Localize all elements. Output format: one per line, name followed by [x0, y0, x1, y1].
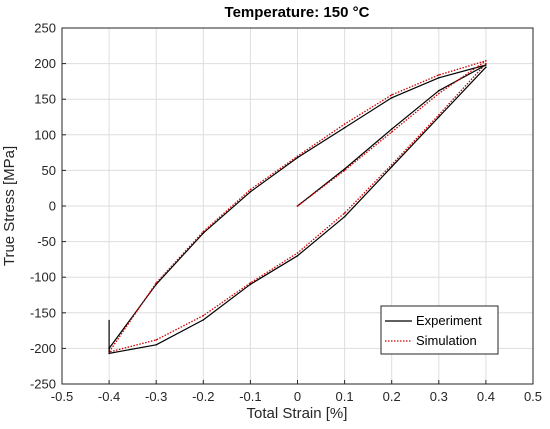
simulation-data-point	[438, 92, 440, 95]
simulation-data-point	[343, 169, 346, 172]
experiment-data-point	[438, 89, 440, 92]
experiment-data-point	[438, 116, 440, 118]
legend-simulation-label: Simulation	[416, 333, 477, 348]
simulation-data-point	[155, 282, 157, 284]
experiment-data-point	[249, 191, 252, 193]
simulation-data-point	[296, 205, 299, 207]
simulation-data-point	[343, 123, 346, 125]
x-tick-label: -0.4	[98, 389, 120, 404]
y-tick-label: 250	[34, 21, 56, 36]
x-tick-label: 0.4	[477, 389, 495, 404]
y-axis-label: True Stress [MPa]	[1, 146, 18, 266]
y-tick-label: 0	[49, 199, 56, 214]
legend-box	[380, 305, 499, 355]
x-tick-label: -0.1	[239, 389, 261, 404]
experiment-data-point	[485, 66, 487, 68]
experiment-data-point	[438, 77, 440, 79]
experiment-series-line	[108, 64, 487, 354]
experiment-data-point	[390, 128, 393, 130]
y-tick-label: -250	[30, 377, 56, 392]
simulation-data-point	[390, 131, 393, 133]
simulation-data-point	[390, 94, 393, 96]
y-tick-label: 200	[34, 56, 56, 71]
experiment-data-point	[202, 232, 205, 234]
experiment-data-point	[296, 255, 299, 257]
simulation-data-point	[343, 212, 346, 214]
y-axis-ticks: -250 -200 -150 -100 -50 0 50 100 150 200 250	[30, 21, 66, 392]
simulation-data-point	[390, 163, 393, 166]
experiment-data-point	[343, 168, 346, 170]
simulation-data-point	[296, 252, 299, 254]
experiment-data-point	[155, 344, 157, 346]
y-tick-label: 50	[42, 163, 56, 178]
simulation-data-point	[296, 155, 299, 157]
x-tick-label: 0.3	[430, 389, 448, 404]
y-tick-label: 150	[34, 92, 56, 107]
simulation-data-point	[202, 314, 205, 317]
x-tick-label: -0.5	[51, 389, 73, 404]
experiment-data-point	[390, 166, 393, 168]
simulation-data-point	[249, 188, 252, 191]
x-tick-label: 0	[294, 389, 301, 404]
simulation-data-point	[202, 230, 205, 233]
simulation-data-point	[485, 60, 487, 62]
y-tick-label: 100	[34, 127, 56, 142]
y-tick-label: -50	[37, 234, 56, 249]
experiment-data-point	[202, 319, 205, 321]
x-axis-label: Total Strain [%]	[247, 405, 348, 422]
simulation-data-point	[485, 62, 487, 65]
experiment-data-point	[343, 215, 346, 218]
x-tick-label: 0.1	[336, 389, 354, 404]
simulation-data-point	[438, 74, 440, 76]
experiment-data-point	[390, 97, 393, 99]
simulation-data-point	[438, 114, 440, 116]
legend-experiment-label: Experiment	[416, 313, 482, 328]
y-tick-label: -200	[30, 341, 56, 356]
x-tick-label: -0.3	[145, 389, 167, 404]
legend: Experiment Simulation	[380, 305, 499, 355]
x-tick-label: 0.5	[524, 389, 542, 404]
experiment-data-point	[296, 156, 299, 159]
simulation-data-point	[249, 282, 252, 284]
y-tick-label: -100	[30, 270, 56, 285]
y-tick-label: -150	[30, 305, 56, 320]
experiment-data-point	[343, 126, 346, 129]
x-tick-label: 0.2	[383, 389, 401, 404]
simulation-data-point	[155, 339, 157, 341]
x-tick-label: -0.2	[192, 389, 214, 404]
x-axis-ticks: -0.5 -0.4 -0.3 -0.2 -0.1 0 0.1 0.2 0.3 0.4 0.5	[51, 380, 542, 404]
chart-title: Temperature: 150 °C	[225, 4, 370, 21]
experiment-data-point	[108, 352, 110, 355]
